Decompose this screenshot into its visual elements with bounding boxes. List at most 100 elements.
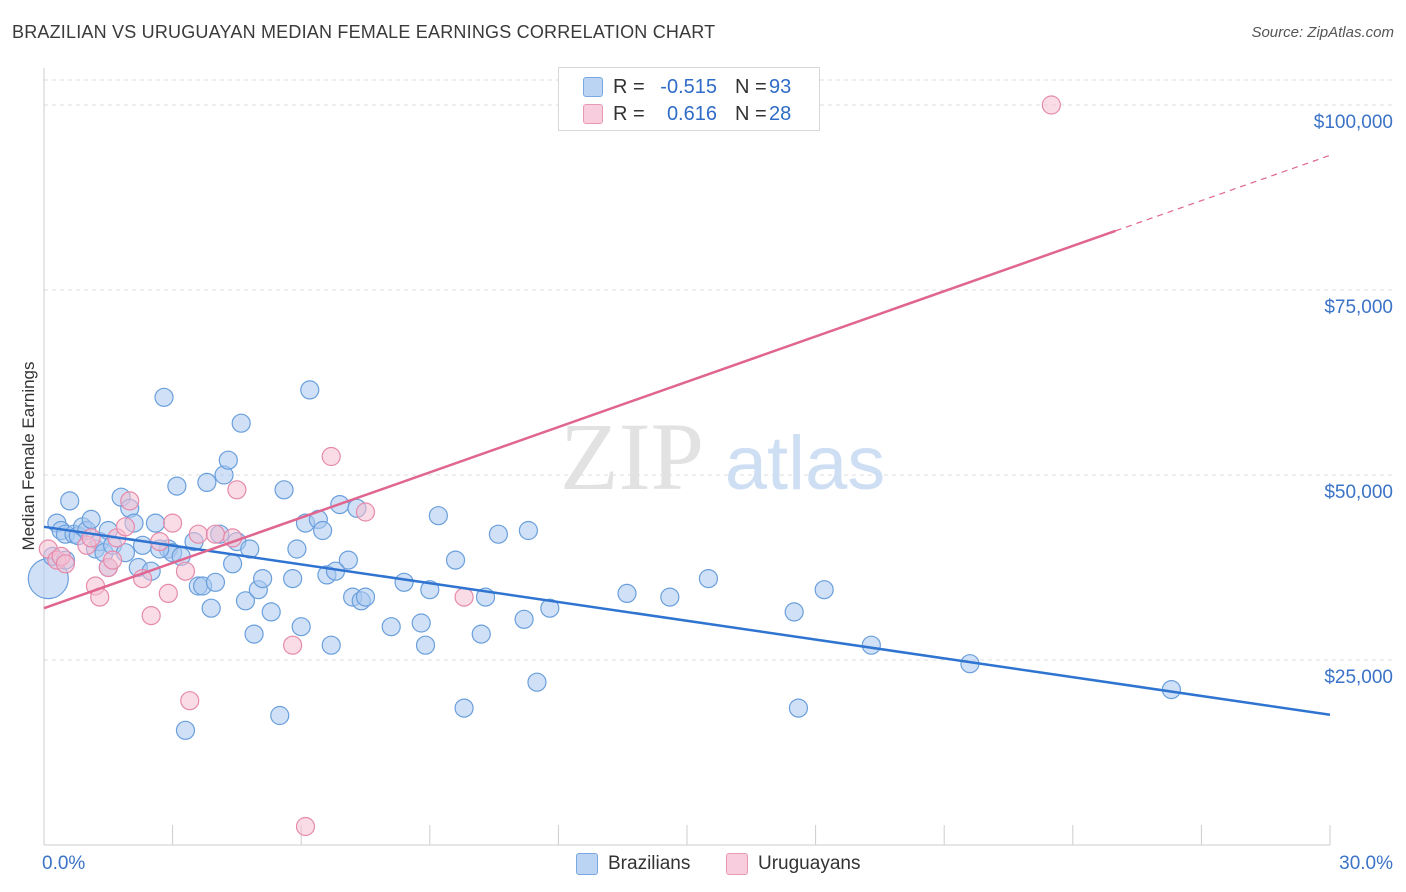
brazilians-point — [488, 524, 508, 544]
brazilians-point — [81, 509, 101, 530]
legend-swatch-pink — [583, 104, 603, 124]
legend-n-value: 93 — [769, 75, 792, 98]
axis-labels: $25,000 $50,000 $75,000 $100,000 0.0% 30.0% — [42, 112, 1393, 874]
brazilians-point — [471, 624, 491, 644]
brazilians-point — [270, 705, 290, 726]
trend-lines — [43, 154, 1331, 716]
uruguayans-point — [454, 587, 474, 607]
uruguayans-point — [227, 480, 247, 500]
bottom-legend-label: Uruguayans — [758, 853, 861, 874]
brazilians-point — [518, 520, 538, 541]
brazilians-point — [231, 413, 251, 433]
y-tick-label: $100,000 — [1314, 112, 1393, 133]
brazilians-point — [132, 535, 153, 555]
brazilians-point — [814, 580, 834, 600]
legend-r-value: -0.515 — [660, 75, 717, 98]
uruguayans-point — [175, 561, 196, 581]
brazilians-point — [235, 591, 256, 611]
brazilians-point — [514, 609, 534, 629]
uruguayans-point — [205, 524, 226, 544]
brazilians-point — [223, 554, 243, 574]
brazilians-point — [454, 698, 474, 718]
brazilians-point — [60, 491, 80, 511]
brazilians-point — [145, 513, 166, 533]
legend-r-label: R = — [613, 75, 645, 98]
uruguayans-point — [120, 491, 140, 511]
uruguayans-point — [1041, 95, 1061, 115]
uruguayans-point — [283, 635, 303, 655]
uruguayans-point — [158, 583, 178, 604]
brazilians-point — [283, 568, 303, 589]
brazilians-point — [253, 568, 273, 589]
brazilians-point — [218, 450, 238, 470]
correlation-legend: R = -0.515 N = 93 R = 0.616 N = 28 — [558, 67, 820, 131]
brazilians-point — [261, 602, 281, 622]
uruguayans-point — [55, 554, 76, 574]
axes — [43, 68, 1331, 846]
watermark-zip: ZIP — [560, 403, 704, 510]
brazilians-point — [394, 572, 414, 592]
x-tick-label: 0.0% — [42, 853, 85, 874]
brazilians-point — [287, 539, 307, 559]
uruguayans-point — [180, 691, 200, 711]
chart-title: BRAZILIAN VS URUGUAYAN MEDIAN FEMALE EAR… — [12, 22, 716, 42]
y-axis-title: Median Female Earnings — [19, 362, 38, 551]
brazilians-point — [274, 480, 294, 500]
watermark-atlas: atlas — [725, 421, 886, 506]
brazilians-point — [420, 580, 440, 600]
legend-swatch-blue — [583, 77, 603, 97]
brazilians-point — [540, 598, 560, 618]
uruguayans-point — [102, 550, 123, 570]
bottom-legend-uruguayans: Uruguayans — [726, 851, 860, 877]
brazilians-point — [698, 568, 719, 589]
brazilians-point — [321, 635, 341, 655]
legend-n-label: N = — [735, 75, 767, 98]
bottom-legend-swatch-blue — [576, 853, 598, 875]
brazilians-point — [445, 550, 466, 570]
uruguayans-trend-extension — [1115, 154, 1331, 232]
chart-source: Source: ZipAtlas.com — [1251, 24, 1394, 41]
uruguayans-point — [163, 513, 183, 533]
brazilians-point — [244, 624, 264, 644]
brazilians-point — [527, 672, 547, 692]
brazilians-point — [197, 472, 217, 492]
brazilians-point — [313, 520, 333, 541]
uruguayans-point — [115, 517, 136, 537]
uruguayans-point — [321, 446, 341, 467]
legend-r-value: 0.616 — [666, 102, 717, 125]
uruguayans-trend-line — [43, 229, 1117, 610]
legend-row-brazilians: R = -0.515 N = 93 — [583, 74, 791, 100]
brazilians-point — [428, 506, 448, 526]
brazilians-point — [617, 583, 637, 604]
uruguayans-point — [355, 502, 376, 522]
brazilians-point — [175, 720, 196, 740]
brazilians-point — [411, 613, 431, 633]
bottom-legend-brazilians: Brazilians — [576, 851, 690, 877]
bottom-legend-swatch-pink — [726, 853, 748, 875]
legend-row-uruguayans: R = 0.616 N = 28 — [583, 101, 791, 127]
brazilians-point — [205, 572, 226, 592]
uruguayans-point — [188, 524, 208, 544]
brazilians-point — [788, 698, 809, 718]
brazilians-point — [415, 635, 436, 655]
uruguayans-point — [141, 605, 161, 626]
brazilians-trend-line — [43, 525, 1331, 716]
y-tick-label: $50,000 — [1324, 482, 1393, 503]
brazilians-point — [167, 476, 187, 496]
legend-r-label: R = — [613, 102, 645, 125]
brazilians-point — [154, 387, 174, 407]
brazilians-point — [381, 617, 401, 637]
brazilians-point — [784, 602, 804, 622]
brazilians-point — [861, 635, 881, 655]
brazilians-point — [660, 587, 680, 607]
brazilians-point — [201, 598, 221, 618]
brazilians-point — [291, 617, 311, 637]
uruguayans-point — [295, 816, 316, 837]
y-tick-label: $25,000 — [1324, 667, 1393, 688]
brazilians-point — [300, 380, 320, 400]
brazilians-point — [355, 587, 376, 607]
y-tick-label: $75,000 — [1324, 297, 1393, 318]
bottom-legend-label: Brazilians — [608, 853, 691, 874]
legend-n-value: 28 — [769, 102, 792, 125]
